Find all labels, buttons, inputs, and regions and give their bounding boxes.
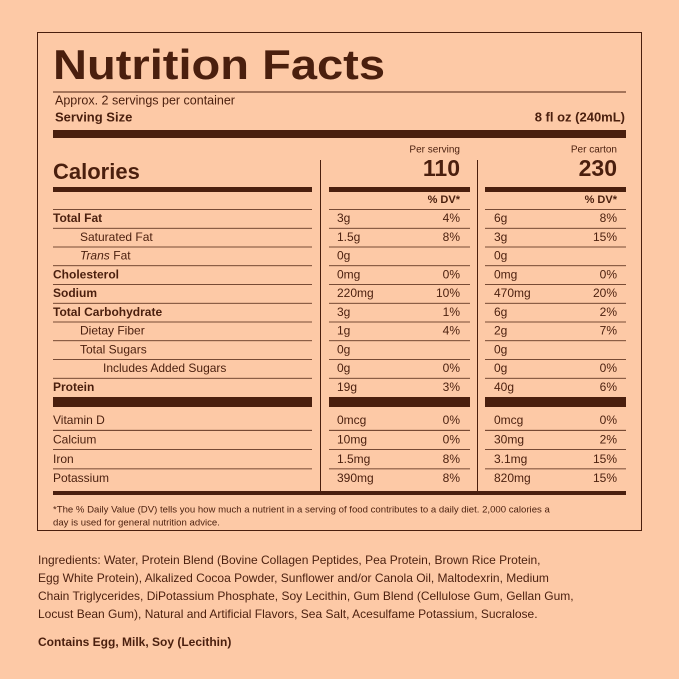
nutrient-name-italic: Trans: [80, 249, 110, 263]
amount: 1g: [337, 324, 350, 338]
carton-daily-value: 0%: [600, 361, 618, 375]
carton-amount: 820mg: [494, 471, 531, 485]
vitamin-name: Iron: [53, 452, 74, 466]
dv-header: % DV*: [585, 194, 618, 206]
amount: 19g: [337, 380, 357, 394]
amount: 3g: [337, 305, 350, 319]
amount: 0g: [337, 361, 350, 375]
thick-rule: [53, 130, 626, 138]
carton-daily-value: 20%: [593, 286, 617, 300]
nutrient-name: Trans Fat: [80, 249, 131, 263]
amount: 220mg: [337, 286, 374, 300]
carton-daily-value: 0%: [600, 413, 618, 427]
carton-amount: 6g: [494, 305, 507, 319]
per-carton-label: Per carton: [571, 145, 617, 156]
carton-daily-value: 7%: [600, 324, 618, 338]
thick-rule: [485, 187, 626, 192]
daily-value: 4%: [443, 211, 461, 225]
ingredients: Ingredients: Water, Protein Blend (Bovin…: [38, 553, 541, 567]
nutrient-name-rest: Fat: [113, 249, 131, 263]
carton-daily-value: 15%: [593, 230, 617, 244]
carton-daily-value: 15%: [593, 452, 617, 466]
carton-daily-value: 0%: [600, 267, 618, 281]
thick-rule: [53, 397, 312, 407]
daily-value: 0%: [443, 267, 461, 281]
carton-amount: 40g: [494, 380, 514, 394]
carton-amount: 0g: [494, 249, 507, 263]
nutrient-name: Cholesterol: [53, 267, 119, 281]
nutrient-name: Saturated Fat: [80, 230, 153, 244]
nutrient-name: Includes Added Sugars: [103, 361, 226, 375]
footnote: *The % Daily Value (DV) tells you how mu…: [53, 505, 550, 516]
carton-amount: 0mcg: [494, 413, 523, 427]
nutrient-name: Total Sugars: [80, 342, 147, 356]
footnote: day is used for general nutrition advice…: [53, 518, 220, 529]
nutrient-name: Total Fat: [53, 211, 102, 225]
daily-value: 10%: [436, 286, 460, 300]
nutrient-name: Protein: [53, 380, 94, 394]
vitamin-name: Vitamin D: [53, 413, 105, 427]
nutrient-name: Sodium: [53, 286, 97, 300]
amount: 0mg: [337, 267, 360, 281]
carton-amount: 470mg: [494, 286, 531, 300]
nutrient-name: Total Carbohydrate: [53, 305, 162, 319]
thick-rule: [53, 187, 312, 192]
amount: 0g: [337, 249, 350, 263]
carton-daily-value: 15%: [593, 471, 617, 485]
carton-daily-value: 6%: [600, 380, 618, 394]
carton-amount: 2g: [494, 324, 507, 338]
thick-rule: [485, 397, 626, 407]
carton-amount: 30mg: [494, 432, 524, 446]
carton-amount: 0g: [494, 361, 507, 375]
thick-rule: [53, 491, 626, 495]
calories-per-carton: 230: [579, 155, 617, 181]
ingredients: Chain Triglycerides, DiPotassium Phospha…: [38, 589, 574, 603]
amount: 10mg: [337, 432, 367, 446]
carton-daily-value: 8%: [600, 211, 618, 225]
daily-value: 3%: [443, 380, 461, 394]
carton-daily-value: 2%: [600, 305, 618, 319]
serving-size: 8 fl oz (240mL): [535, 109, 625, 124]
daily-value: 0%: [443, 432, 461, 446]
amount: 3g: [337, 211, 350, 225]
vitamin-name: Potassium: [53, 471, 109, 485]
per-serving-label: Per serving: [409, 145, 460, 156]
daily-value: 8%: [443, 471, 461, 485]
calories-label: Calories: [53, 159, 140, 184]
dv-header: % DV*: [428, 194, 461, 206]
carton-amount: 3.1mg: [494, 452, 527, 466]
carton-daily-value: 2%: [600, 432, 618, 446]
amount: 1.5mg: [337, 452, 370, 466]
ingredients: Locust Bean Gum), Natural and Artificial…: [38, 607, 538, 621]
ingredients: Egg White Protein), Alkalized Cocoa Powd…: [38, 571, 549, 585]
amount: 0mcg: [337, 413, 366, 427]
daily-value: 1%: [443, 305, 461, 319]
vitamin-name: Calcium: [53, 432, 96, 446]
title: Nutrition Facts: [53, 41, 385, 88]
daily-value: 8%: [443, 230, 461, 244]
carton-amount: 3g: [494, 230, 507, 244]
carton-amount: 0mg: [494, 267, 517, 281]
amount: 0g: [337, 342, 350, 356]
calories-per-serving: 110: [423, 155, 460, 181]
allergens: Contains Egg, Milk, Soy (Lecithin): [38, 635, 231, 649]
carton-amount: 0g: [494, 342, 507, 356]
daily-value: 0%: [443, 413, 461, 427]
thick-rule: [329, 397, 470, 407]
daily-value: 4%: [443, 324, 461, 338]
amount: 390mg: [337, 471, 374, 485]
label-box: [37, 32, 642, 531]
servings: Approx. 2 servings per container: [55, 93, 235, 107]
nutrient-name: Dietay Fiber: [80, 324, 145, 338]
daily-value: 8%: [443, 452, 461, 466]
serving-size-label: Serving Size: [55, 109, 132, 124]
carton-amount: 6g: [494, 211, 507, 225]
amount: 1.5g: [337, 230, 360, 244]
daily-value: 0%: [443, 361, 461, 375]
thick-rule: [329, 187, 470, 192]
